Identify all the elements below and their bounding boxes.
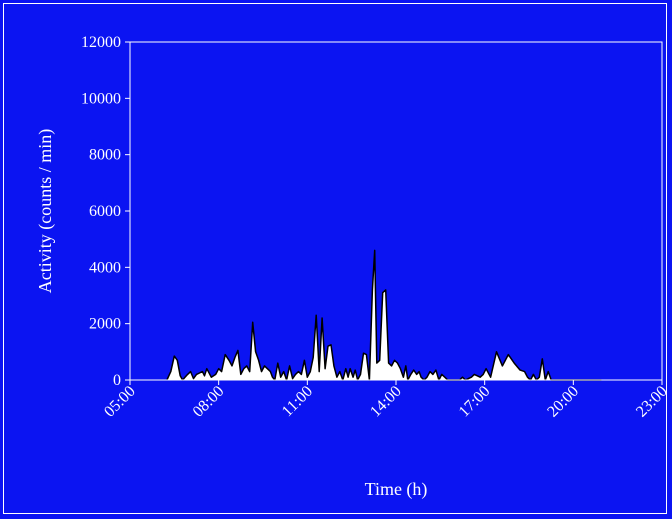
chart-frame	[3, 3, 667, 514]
x-tick-label: 14:00	[367, 383, 405, 421]
x-ticks: 05:00 08:00 11:00 14:00 17:00 20:00 23:00	[101, 380, 671, 421]
x-tick-label: 05:00	[101, 383, 139, 421]
x-tick-label: 08:00	[190, 383, 228, 421]
y-ticks: 0 2000 4000 6000 8000 10000 12000	[81, 34, 130, 389]
x-tick-label: 17:00	[456, 383, 494, 421]
y-tick-label: 8000	[89, 147, 121, 164]
y-tick-label: 6000	[89, 203, 121, 220]
y-tick-label: 12000	[81, 34, 121, 51]
y-tick-label: 0	[113, 372, 121, 389]
y-tick-label: 2000	[89, 316, 121, 333]
y-axis-title: Activity (counts / min)	[35, 129, 56, 293]
activity-area	[166, 250, 602, 380]
plot-area	[129, 41, 663, 381]
area-layer	[166, 249, 602, 381]
x-tick-label: 20:00	[544, 383, 582, 421]
x-axis-title: Time (h)	[365, 479, 428, 500]
y-tick-label: 10000	[81, 90, 121, 107]
x-tick-label: 23:00	[633, 383, 671, 421]
activity-line	[166, 249, 602, 381]
y-tick-label: 4000	[89, 259, 121, 276]
x-tick-label: 11:00	[279, 383, 316, 420]
